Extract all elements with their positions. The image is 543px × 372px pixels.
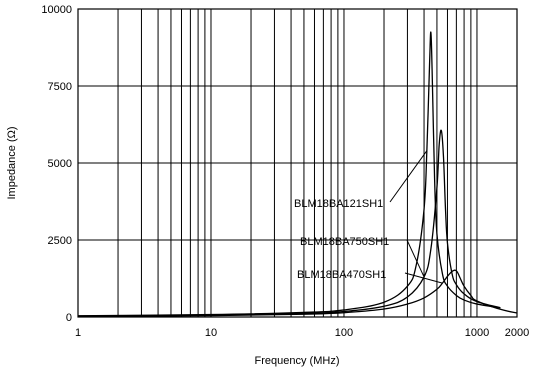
series-line-blm18ba121sh1 xyxy=(77,31,501,317)
series-labels: BLM18BA121SH1 BLM18BA750SH1 BLM18BA470SH1 xyxy=(294,150,443,284)
x-tick-label: 10 xyxy=(205,327,217,339)
y-tick-label: 0 xyxy=(66,312,72,324)
y-axis-label: Impedance (Ω) xyxy=(6,126,18,199)
series-leader-line xyxy=(389,150,428,203)
x-tick-label: 2000 xyxy=(505,327,529,339)
series-label: BLM18BA750SH1 xyxy=(300,236,389,248)
y-tick-label: 2500 xyxy=(48,235,72,247)
series-line-blm18ba750sh1 xyxy=(77,129,501,317)
series-leader-line xyxy=(404,272,443,284)
series-label: BLM18BA121SH1 xyxy=(294,198,383,210)
y-tick-label: 7500 xyxy=(48,81,72,93)
x-tick-label: 1000 xyxy=(465,327,489,339)
x-tick-label: 1 xyxy=(75,327,81,339)
plot-frame xyxy=(77,8,518,318)
tick-labels: 1 10 100 1000 2000 0 2500 5000 7500 10000 xyxy=(41,4,529,339)
curve-layer xyxy=(77,31,518,317)
x-axis-label: Frequency (MHz) xyxy=(255,355,340,367)
series-line-blm18ba470sh1 xyxy=(77,269,518,317)
series-label: BLM18BA470SH1 xyxy=(297,269,386,281)
x-tick-label: 100 xyxy=(335,327,353,339)
y-tick-label: 10000 xyxy=(41,4,72,16)
y-tick-label: 5000 xyxy=(48,158,72,170)
series-leader-line xyxy=(406,239,425,278)
